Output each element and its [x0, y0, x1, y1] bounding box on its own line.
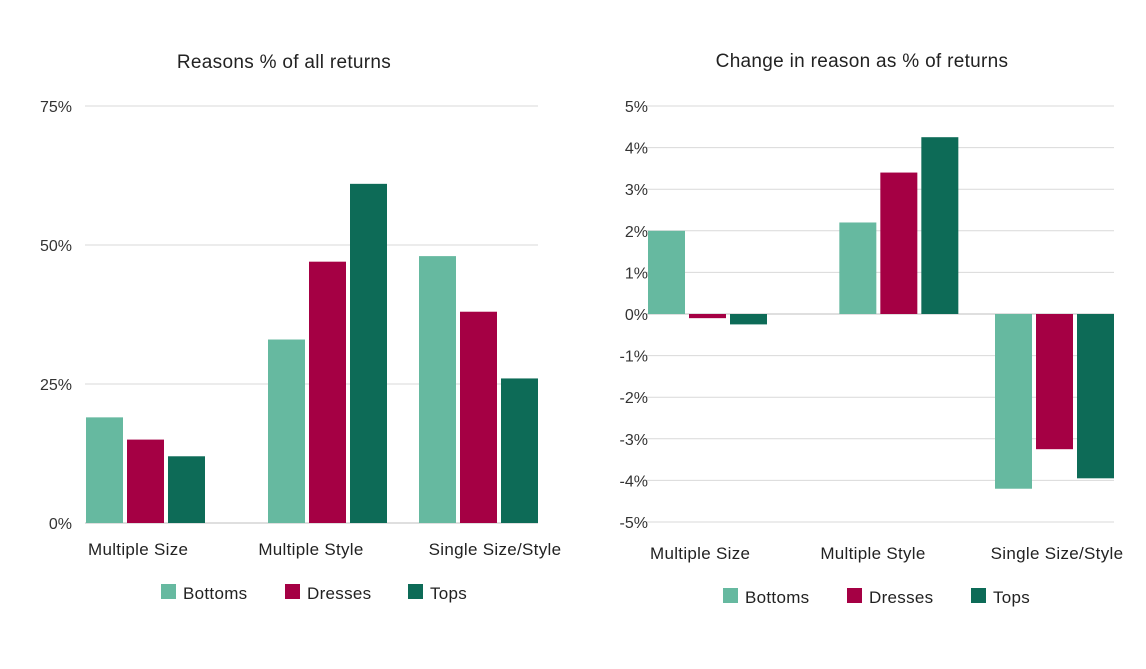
legend-swatch-bottoms: [723, 588, 738, 603]
y-tick-label: 2%: [625, 224, 648, 241]
chart-title: Change in reason as % of returns: [716, 51, 1009, 72]
y-tick-label: 4%: [625, 141, 648, 158]
legend-label-tops: Tops: [993, 588, 1030, 607]
legend-swatch-dresses: [847, 588, 862, 603]
bar-bottoms-multiple-style: [268, 339, 305, 523]
bar-dresses-single-size-style: [460, 311, 497, 523]
bar-bottoms-single-size-style: [995, 314, 1032, 489]
y-tick-label: 75%: [40, 99, 72, 116]
legend-label-dresses: Dresses: [307, 584, 371, 603]
y-tick-label: 50%: [40, 238, 72, 255]
legend-swatch-bottoms: [161, 584, 176, 599]
x-category-label: Multiple Style: [820, 544, 925, 563]
legend-swatch-tops: [408, 584, 423, 599]
y-tick-label: -5%: [620, 515, 648, 532]
x-category-label: Multiple Size: [650, 544, 750, 563]
bar-tops-multiple-style: [921, 137, 959, 314]
bar-dresses-multiple-style: [880, 172, 918, 314]
y-tick-label: 3%: [625, 182, 648, 199]
change-chart: Change in reason as % of returns 5% 4% 3% 2%…: [620, 51, 1124, 607]
y-tick-label: -4%: [620, 473, 648, 490]
bar-dresses-multiple-size: [127, 439, 164, 523]
bar-tops-single-size-style: [501, 378, 538, 523]
bar-tops-single-size-style: [1077, 314, 1114, 479]
legend-label-dresses: Dresses: [869, 588, 933, 607]
x-category-label: Multiple Size: [88, 540, 188, 559]
bar-tops-multiple-style: [350, 183, 387, 523]
chart-title: Reasons % of all returns: [177, 52, 391, 73]
legend-label-tops: Tops: [430, 584, 467, 603]
reasons-chart: Reasons % of all returns 0% 25% 50% 75% Multi…: [40, 52, 562, 603]
x-category-label: Single Size/Style: [429, 540, 562, 559]
bar-tops-multiple-size: [730, 314, 767, 325]
y-tick-label: 5%: [625, 99, 648, 116]
y-tick-label: 1%: [625, 265, 648, 282]
legend-label-bottoms: Bottoms: [745, 588, 809, 607]
y-tick-label: -3%: [620, 432, 648, 449]
bar-bottoms-single-size-style: [419, 256, 456, 523]
bar-dresses-single-size-style: [1036, 314, 1073, 450]
x-category-label: Multiple Style: [258, 540, 363, 559]
bar-bottoms-multiple-size: [86, 417, 123, 523]
y-tick-label: -2%: [620, 390, 648, 407]
legend-swatch-dresses: [285, 584, 300, 599]
bar-dresses-multiple-style: [309, 261, 346, 523]
y-tick-label: 25%: [40, 377, 72, 394]
bar-tops-multiple-size: [168, 456, 205, 523]
legend-swatch-tops: [971, 588, 986, 603]
y-tick-label: -1%: [620, 349, 648, 366]
bar-dresses-multiple-size: [689, 314, 726, 319]
legend-label-bottoms: Bottoms: [183, 584, 247, 603]
bar-bottoms-multiple-size: [648, 230, 685, 314]
bar-bottoms-multiple-style: [839, 222, 877, 314]
y-tick-label: 0%: [49, 516, 72, 533]
x-category-label: Single Size/Style: [991, 544, 1124, 563]
y-tick-label: 0%: [625, 307, 648, 324]
